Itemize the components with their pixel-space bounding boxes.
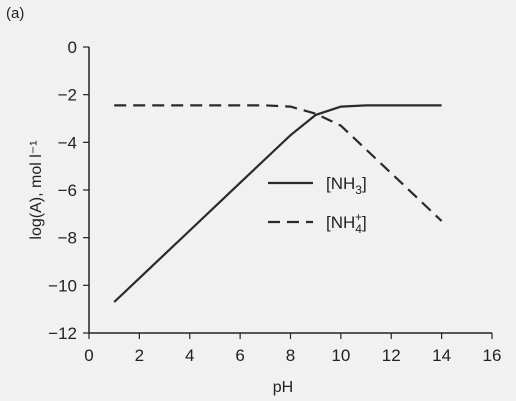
x-tick-label: 10 [331,346,350,365]
series-nh4-line [114,104,443,222]
x-tick-label: 2 [135,346,144,365]
x-tick-label: 4 [185,346,194,365]
series-layer [113,104,443,303]
series-nh3-line [113,104,442,303]
x-tick-label: 0 [84,346,93,365]
x-tick-label: 14 [432,346,451,365]
y-tick-label: −12 [48,324,77,343]
x-axis-label: pH [273,379,293,396]
y-tick-label: −10 [48,276,77,295]
y-tick-label: 0 [68,38,77,57]
y-tick-label: −4 [58,133,77,152]
legend-label-nh3: [NH3] [326,174,367,197]
x-tick-label: 16 [483,346,502,365]
x-tick-label: 12 [382,346,401,365]
y-tick-label: −8 [58,229,77,248]
legend-label-nh4: [NH4+] [326,210,367,236]
y-axis-label: log(A), mol l⁻¹ [28,140,45,239]
y-tick-label: −6 [58,181,77,200]
y-tick-label: −2 [58,86,77,105]
x-tick-label: 8 [286,346,295,365]
x-tick-label: 6 [235,346,244,365]
legend: [NH3] [NH4+] [268,174,367,236]
axes: 0 2 4 6 8 10 12 14 16 0 −2 −4 −6 −8 −10 −12 [48,38,501,365]
panel-label: (a) [6,5,24,22]
